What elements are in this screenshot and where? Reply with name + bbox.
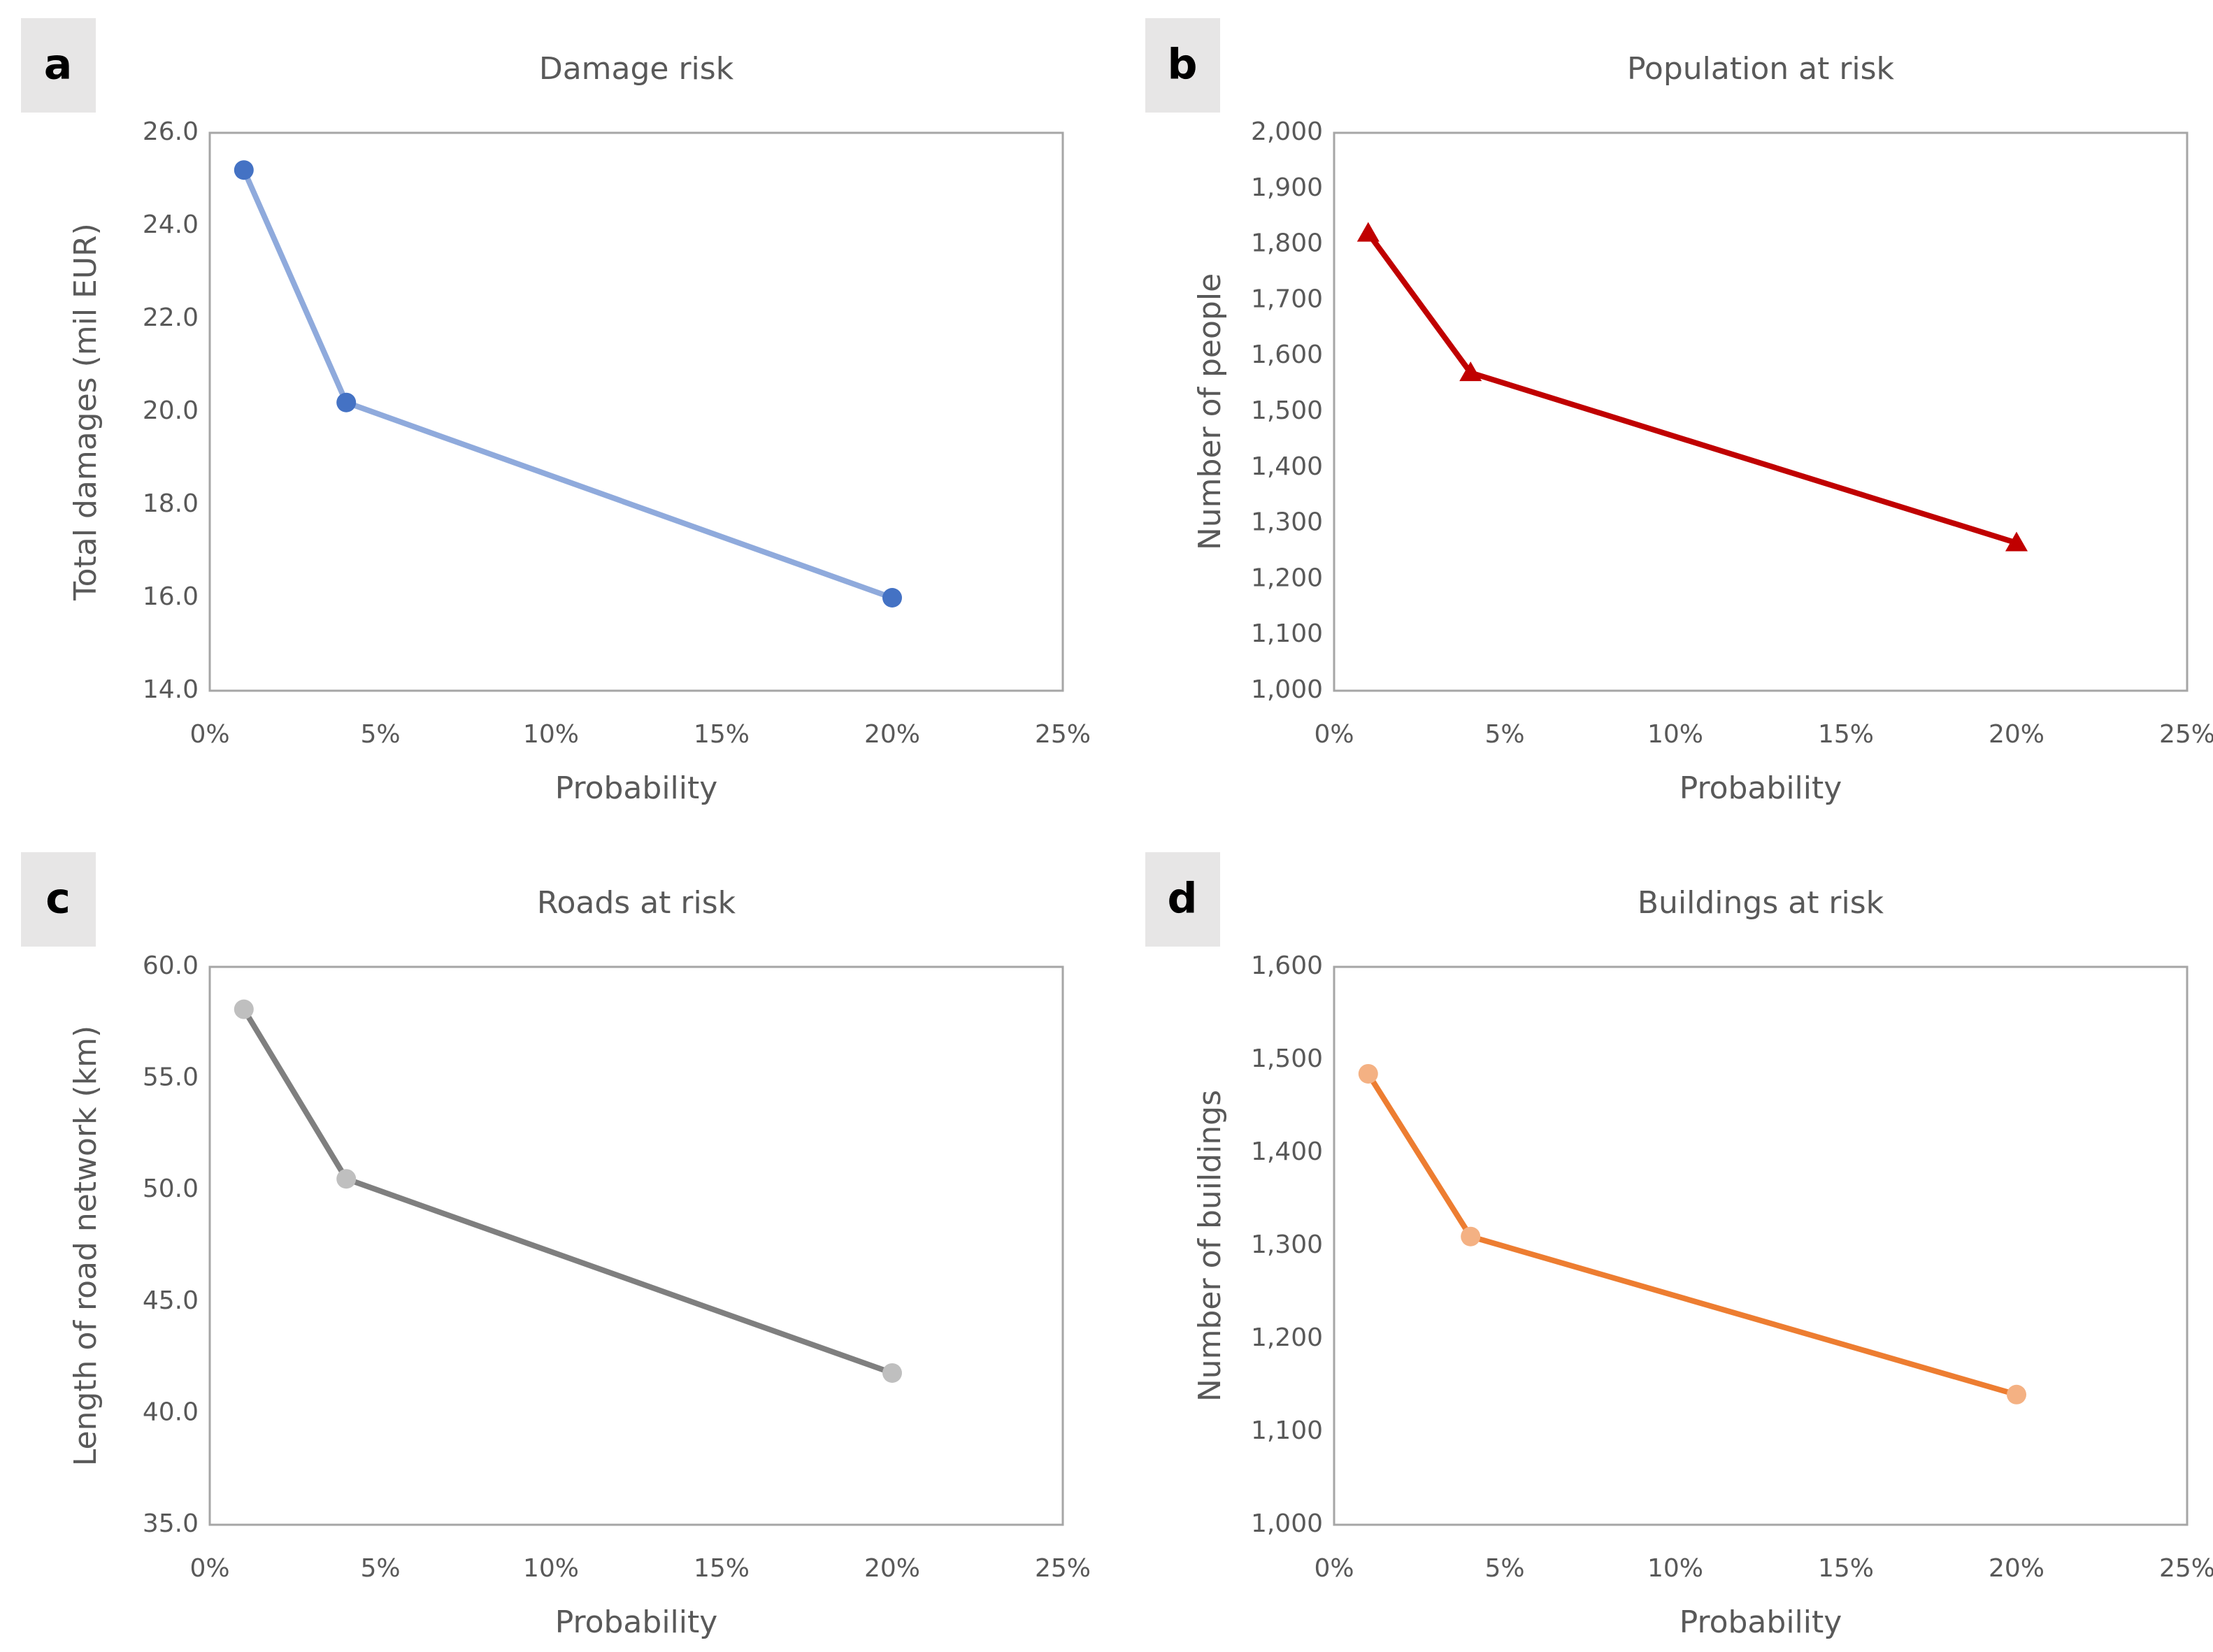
data-point — [234, 999, 254, 1019]
y-tick-label: 22.0 — [143, 303, 199, 332]
data-point — [1461, 1226, 1481, 1247]
x-tick-label: 25% — [2159, 720, 2213, 749]
y-tick-label: 14.0 — [143, 675, 199, 704]
y-tick-label: 40.0 — [143, 1398, 199, 1426]
y-tick-label: 1,400 — [1251, 1137, 1323, 1166]
plot-frame — [1333, 131, 2189, 692]
y-axis-title: Total damages (mil EUR) — [68, 223, 103, 601]
panel-label: c — [45, 875, 71, 924]
plot-frame — [1333, 965, 2189, 1526]
data-point — [882, 1363, 902, 1383]
y-tick-label: 16.0 — [143, 582, 199, 611]
data-point — [1356, 222, 1380, 242]
plot-frame — [208, 965, 1064, 1526]
chart-title: Buildings at risk — [1638, 885, 1884, 921]
y-tick-label: 24.0 — [143, 210, 199, 239]
y-tick-label: 1,500 — [1251, 396, 1323, 425]
y-tick-label: 1,100 — [1251, 619, 1323, 648]
y-tick-label: 55.0 — [143, 1063, 199, 1092]
y-tick-label: 1,700 — [1251, 285, 1323, 313]
y-tick-label: 1,000 — [1251, 1509, 1323, 1538]
x-tick-label: 20% — [864, 1554, 920, 1583]
data-line — [1366, 231, 2018, 546]
data-line — [241, 1007, 894, 1376]
chart-title: Damage risk — [539, 51, 734, 87]
data-point — [336, 1169, 357, 1189]
data-point — [882, 588, 902, 608]
panel-label: d — [1168, 875, 1198, 924]
data-point — [1358, 1063, 1378, 1084]
x-tick-label: 15% — [694, 720, 750, 749]
data-point — [1459, 361, 1482, 382]
chart-title: Population at risk — [1627, 51, 1895, 87]
data-point — [234, 160, 254, 180]
x-tick-label: 15% — [1818, 1554, 1874, 1583]
y-tick-label: 1,500 — [1251, 1044, 1323, 1073]
y-tick-label: 1,200 — [1251, 1323, 1323, 1352]
x-tick-label: 0% — [189, 1554, 229, 1583]
x-tick-label: 20% — [864, 720, 920, 749]
chart-title: Roads at risk — [537, 885, 736, 921]
x-tick-label: 10% — [1647, 1554, 1703, 1583]
panel-label-box — [1145, 18, 1220, 113]
x-tick-label: 10% — [523, 1554, 579, 1583]
x-tick-label: 5% — [360, 720, 400, 749]
y-axis-title: Number of buildings — [1192, 1090, 1228, 1402]
data-line — [241, 168, 894, 601]
y-tick-label: 1,300 — [1251, 508, 1323, 537]
panel-label: a — [44, 41, 73, 89]
x-tick-label: 10% — [1647, 720, 1703, 749]
data-point — [2005, 531, 2028, 552]
y-tick-label: 1,600 — [1251, 340, 1323, 369]
y-axis-title: Length of road network (km) — [68, 1026, 103, 1466]
y-tick-label: 50.0 — [143, 1175, 199, 1203]
panel-label-box — [21, 852, 96, 947]
y-tick-label: 2,000 — [1251, 117, 1323, 146]
panel-label: b — [1168, 41, 1198, 89]
y-tick-label: 26.0 — [143, 117, 199, 146]
y-tick-label: 1,000 — [1251, 675, 1323, 704]
x-tick-label: 25% — [2159, 1554, 2213, 1583]
y-tick-label: 1,300 — [1251, 1230, 1323, 1259]
x-tick-label: 5% — [360, 1554, 400, 1583]
y-tick-label: 18.0 — [143, 489, 199, 518]
y-tick-label: 1,100 — [1251, 1416, 1323, 1445]
y-tick-label: 1,600 — [1251, 951, 1323, 980]
plot-frame — [208, 131, 1064, 692]
y-axis-title: Number of people — [1192, 273, 1228, 550]
panel-label-box — [21, 18, 96, 113]
data-point — [336, 392, 357, 412]
data-point — [2007, 1384, 2026, 1405]
x-axis-title: Probability — [1680, 770, 1842, 806]
x-tick-label: 10% — [523, 720, 579, 749]
x-tick-label: 20% — [1989, 720, 2044, 749]
x-tick-label: 0% — [1314, 1554, 1354, 1583]
x-tick-label: 15% — [1818, 720, 1874, 749]
x-tick-label: 0% — [1314, 720, 1354, 749]
y-tick-label: 1,400 — [1251, 452, 1323, 481]
y-tick-label: 1,900 — [1251, 173, 1323, 202]
y-tick-label: 20.0 — [143, 396, 199, 425]
x-tick-label: 5% — [1484, 1554, 1524, 1583]
x-tick-label: 20% — [1989, 1554, 2044, 1583]
y-tick-label: 60.0 — [143, 951, 199, 980]
x-tick-label: 25% — [1035, 720, 1091, 749]
y-tick-label: 1,200 — [1251, 563, 1323, 592]
x-tick-label: 5% — [1484, 720, 1524, 749]
x-tick-label: 25% — [1035, 1554, 1091, 1583]
y-tick-label: 1,800 — [1251, 229, 1323, 258]
panel-label-box — [1145, 852, 1220, 947]
x-axis-title: Probability — [1680, 1604, 1842, 1640]
x-axis-title: Probability — [555, 1604, 718, 1640]
y-tick-label: 45.0 — [143, 1286, 199, 1315]
x-tick-label: 0% — [189, 720, 229, 749]
y-tick-label: 35.0 — [143, 1509, 199, 1538]
x-axis-title: Probability — [555, 770, 718, 806]
x-tick-label: 15% — [694, 1554, 750, 1583]
